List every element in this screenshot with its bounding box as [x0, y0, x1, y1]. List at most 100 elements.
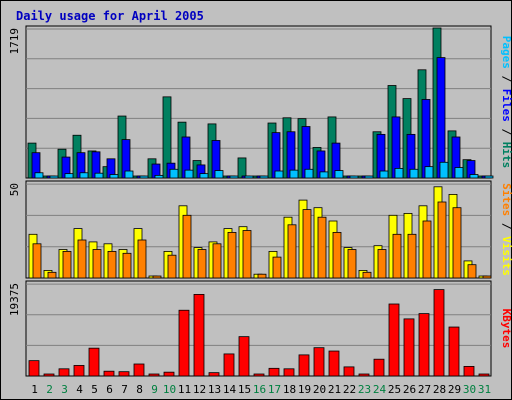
series-legend-label: Pages / Files / Hits [500, 36, 512, 169]
series-legend-label: Sites / Visits [500, 183, 512, 276]
bar-kbytes-day-8 [133, 363, 145, 377]
y-max-label: 50 [8, 183, 21, 196]
bar-sites-day-23 [362, 271, 372, 279]
bar-kbytes-day-25 [388, 303, 400, 377]
legend-part: KBytes [500, 309, 512, 349]
bar-pages-day-30 [469, 174, 479, 179]
bar-pages-day-20 [319, 171, 329, 179]
x-tick-label-day-19: 19 [298, 383, 311, 396]
x-tick-label-day-7: 7 [121, 383, 128, 396]
bar-sites-day-3 [62, 250, 72, 279]
bar-kbytes-day-17 [268, 367, 280, 377]
x-tick-label-day-28: 28 [433, 383, 446, 396]
x-tick-label-day-30: 30 [463, 383, 476, 396]
x-tick-label-day-29: 29 [448, 383, 461, 396]
x-tick-label-day-27: 27 [418, 383, 431, 396]
x-tick-label-day-12: 12 [193, 383, 206, 396]
x-tick-label-day-4: 4 [76, 383, 83, 396]
x-tick-label-day-31: 31 [478, 383, 491, 396]
x-tick-label-day-26: 26 [403, 383, 416, 396]
bar-kbytes-day-30 [463, 365, 475, 377]
bar-sites-day-20 [317, 216, 327, 279]
bar-pages-day-22 [349, 175, 359, 179]
bar-sites-day-21 [332, 231, 342, 279]
bar-pages-day-29 [454, 167, 464, 179]
bar-sites-day-29 [452, 207, 462, 279]
bar-sites-day-17 [272, 256, 282, 279]
bar-kbytes-day-19 [298, 354, 310, 377]
bar-pages-day-27 [424, 166, 434, 179]
bar-sites-day-31 [482, 275, 492, 279]
bar-kbytes-day-23 [358, 373, 370, 377]
bar-pages-day-3 [64, 173, 74, 179]
bar-sites-day-26 [407, 233, 417, 279]
bar-sites-day-14 [227, 231, 237, 279]
bar-kbytes-day-4 [73, 365, 85, 377]
x-tick-label-day-25: 25 [388, 383, 401, 396]
hits_panel: 1719 Pages / Files / Hits [8, 25, 512, 179]
chart-panels: 1719 Pages / Files / Hits 50 Sites / Visits… [8, 25, 512, 377]
bar-kbytes-day-12 [193, 293, 205, 377]
x-tick-label-day-13: 13 [208, 383, 221, 396]
bar-sites-day-11 [182, 214, 192, 279]
bar-sites-day-6 [107, 250, 117, 279]
bar-pages-day-1 [34, 172, 44, 179]
legend-part: Visits [500, 236, 512, 276]
x-tick-label-day-11: 11 [178, 383, 191, 396]
bar-pages-day-19 [304, 168, 314, 179]
series-pages [34, 161, 494, 179]
series-sites [32, 201, 492, 279]
x-tick-label-day-10: 10 [163, 383, 176, 396]
bar-pages-day-9 [154, 174, 164, 179]
legend-part: Files [500, 89, 512, 122]
bar-pages-day-7 [124, 170, 134, 179]
bar-pages-day-18 [289, 169, 299, 179]
bar-pages-day-6 [109, 174, 119, 179]
bar-kbytes-day-6 [103, 370, 115, 377]
legend-part: Hits [500, 142, 512, 169]
series-legend-label: KBytes [500, 309, 512, 349]
bar-sites-day-24 [377, 249, 387, 279]
legend-part: Sites [500, 183, 512, 216]
kbytes_panel: 19375 KBytes [8, 280, 512, 377]
bar-kbytes-day-29 [448, 326, 460, 377]
bar-hits-day-15 [237, 157, 247, 179]
bar-sites-day-25 [392, 233, 402, 279]
bar-sites-day-18 [287, 224, 297, 279]
bar-sites-day-16 [257, 273, 267, 279]
x-tick-label-day-3: 3 [61, 383, 68, 396]
bar-kbytes-day-13 [208, 372, 220, 377]
bar-pages-day-12 [199, 173, 209, 179]
x-tick-label-day-21: 21 [328, 383, 341, 396]
bar-pages-day-14 [229, 175, 239, 179]
bar-pages-day-13 [214, 170, 224, 179]
x-tick-label-day-2: 2 [46, 383, 53, 396]
bar-kbytes-day-5 [88, 347, 100, 377]
bar-kbytes-day-22 [343, 366, 355, 377]
bar-sites-day-12 [197, 249, 207, 279]
x-tick-label-day-1: 1 [31, 383, 38, 396]
bar-files-day-28 [436, 57, 446, 179]
bar-sites-day-19 [302, 209, 312, 279]
bar-kbytes-day-26 [403, 318, 415, 377]
bar-kbytes-day-16 [253, 373, 265, 377]
x-tick-label-day-15: 15 [238, 383, 251, 396]
bar-pages-day-25 [394, 168, 404, 179]
bar-kbytes-day-7 [118, 371, 130, 377]
bar-pages-day-5 [94, 172, 104, 179]
visits_panel: 50 Sites / Visits [8, 180, 512, 279]
bar-pages-day-26 [409, 168, 419, 179]
bar-pages-day-16 [259, 175, 269, 179]
bar-sites-day-22 [347, 249, 357, 279]
bar-sites-day-30 [467, 264, 477, 279]
bar-sites-day-4 [77, 239, 87, 279]
bar-sites-day-10 [167, 254, 177, 279]
series-kbytes [28, 289, 490, 377]
bar-kbytes-day-9 [148, 373, 160, 377]
x-tick-label-day-17: 17 [268, 383, 281, 396]
x-tick-label-day-14: 14 [223, 383, 237, 396]
x-tick-label-day-6: 6 [106, 383, 113, 396]
chart-title: Daily usage for April 2005 [16, 9, 204, 23]
x-tick-label-day-9: 9 [151, 383, 158, 396]
bar-files-day-27 [421, 99, 431, 179]
